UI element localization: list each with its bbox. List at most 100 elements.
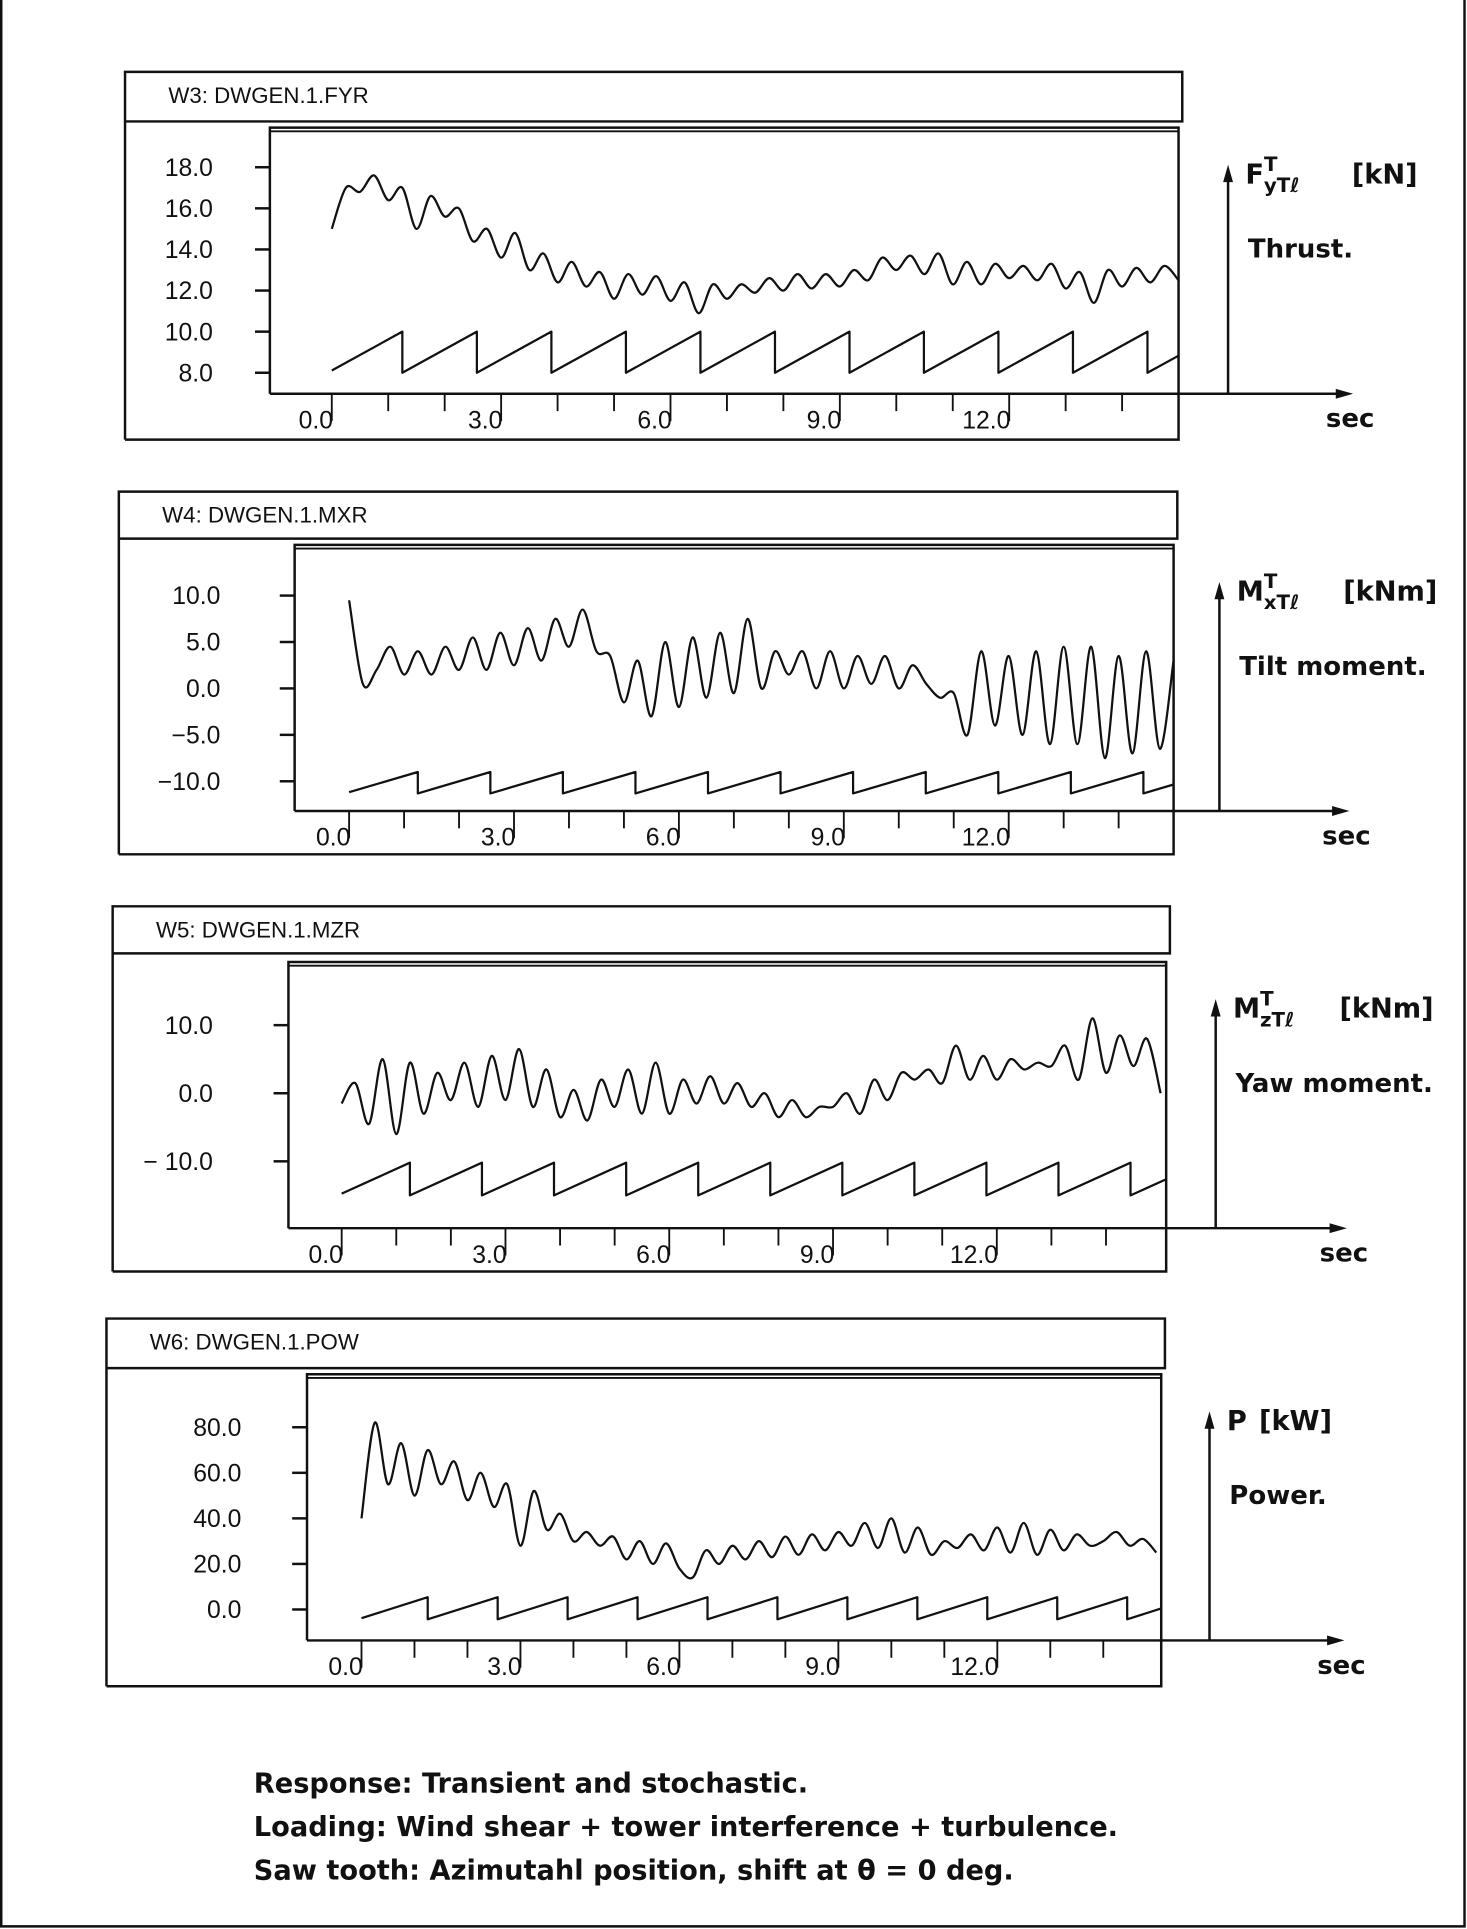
panel-title: W3: DWGEN.1.FYR xyxy=(168,83,368,108)
panel-header-box xyxy=(111,905,1172,1272)
axis-arrow-up-icon xyxy=(1210,999,1221,1017)
y-tick-label: 14.0 xyxy=(165,237,213,264)
quantity-superscript: T xyxy=(1264,153,1278,176)
chart-panel: W5: DWGEN.1.MZR sec MT zTℓ [kNm] Yaw moment. 1… xyxy=(111,905,1434,1273)
quantity-description: Yaw moment. xyxy=(1234,1069,1432,1099)
y-tick-label: 0.0 xyxy=(186,676,220,703)
response-line xyxy=(348,600,1175,760)
y-tick-label: −5.0 xyxy=(171,723,220,750)
chart-panel: W4: DWGEN.1.MXR sec MT xTℓ [kNm] Tilt moment.… xyxy=(117,490,1437,856)
plot-frame xyxy=(118,543,1175,856)
x-tick-label: 6.0 xyxy=(646,1654,680,1681)
sawtooth-azimuth-line xyxy=(331,330,1180,374)
quantity-subscript: xTℓ xyxy=(1264,591,1300,614)
caption-line: Loading: Wind shear + tower interference… xyxy=(254,1812,1118,1843)
response-line xyxy=(360,1421,1158,1580)
quantity-description: Thrust. xyxy=(1248,235,1353,265)
x-tick-label: 9.0 xyxy=(805,1654,839,1681)
y-tick-label: − 10.0 xyxy=(143,1149,213,1176)
y-tick-label: 20.0 xyxy=(193,1552,241,1579)
quantity-description: Power. xyxy=(1229,1481,1327,1511)
quantity-subscript: yTℓ xyxy=(1264,174,1300,197)
x-tick-label: 3.0 xyxy=(472,1242,506,1269)
panel-header-box xyxy=(117,490,1179,855)
quantity-symbol: FT yTℓ xyxy=(1245,153,1299,197)
plot-frame xyxy=(112,960,1168,1273)
x-tick-label: 9.0 xyxy=(807,407,841,434)
x-tick-label: 0.0 xyxy=(299,407,333,434)
caption-line: Response: Transient and stochastic. xyxy=(254,1769,808,1800)
plot-frame xyxy=(106,1373,1163,1688)
quantity-unit: [kNm] xyxy=(1339,994,1433,1025)
y-tick-label: 0.0 xyxy=(207,1597,241,1624)
panel-header-box xyxy=(123,70,1184,440)
y-tick-label: 8.0 xyxy=(179,360,213,387)
x-axis-label: sec xyxy=(1317,1651,1366,1681)
quantity-letter: P xyxy=(1227,1406,1247,1437)
panel-header-box xyxy=(105,1317,1167,1687)
quantity-letter: M xyxy=(1233,994,1260,1025)
y-tick-label: 10.0 xyxy=(165,319,213,346)
x-axis-label: sec xyxy=(1322,821,1370,851)
response-line xyxy=(330,174,1180,315)
sawtooth-azimuth-line xyxy=(361,1596,1162,1621)
quantity-symbol: MT zTℓ xyxy=(1233,987,1294,1031)
x-axis-label: sec xyxy=(1326,404,1375,434)
quantity-letter: M xyxy=(1237,577,1264,608)
panel-title: W5: DWGEN.1.MZR xyxy=(156,917,360,942)
quantity-unit: [kNm] xyxy=(1343,577,1437,608)
x-tick-label: 3.0 xyxy=(487,1654,521,1681)
x-axis-label: sec xyxy=(1320,1239,1369,1269)
x-tick-label: 12.0 xyxy=(962,407,1010,434)
quantity-description: Tilt moment. xyxy=(1239,652,1426,682)
y-tick-label: 10.0 xyxy=(172,583,220,610)
x-tick-label: 12.0 xyxy=(950,1242,998,1269)
x-tick-label: 12.0 xyxy=(962,825,1010,852)
panel-title: W6: DWGEN.1.POW xyxy=(150,1330,359,1355)
sawtooth-azimuth-line xyxy=(341,1161,1167,1197)
x-tick-label: 3.0 xyxy=(468,407,502,434)
axis-arrow-right-icon xyxy=(1329,1223,1347,1234)
quantity-subscript: zTℓ xyxy=(1260,1008,1294,1031)
x-tick-label: 0.0 xyxy=(309,1242,343,1269)
sawtooth-azimuth-line xyxy=(348,770,1174,795)
caption: Response: Transient and stochastic. Load… xyxy=(254,1769,1118,1887)
x-tick-label: 9.0 xyxy=(800,1242,834,1269)
x-tick-label: 6.0 xyxy=(637,407,671,434)
axis-arrow-right-icon xyxy=(1332,806,1350,816)
x-tick-label: 0.0 xyxy=(316,825,350,852)
axis-arrow-right-icon xyxy=(1327,1635,1345,1646)
panel-title: W4: DWGEN.1.MXR xyxy=(162,503,367,528)
quantity-superscript: T xyxy=(1264,570,1278,593)
quantity-symbol: MT xTℓ xyxy=(1237,570,1300,614)
y-tick-label: 12.0 xyxy=(165,278,213,305)
caption-line: Saw tooth: Azimutahl position, shift at … xyxy=(254,1855,1014,1886)
x-tick-label: 6.0 xyxy=(636,1242,670,1269)
axis-arrow-up-icon xyxy=(1214,581,1225,600)
y-tick-label: 10.0 xyxy=(165,1013,213,1040)
x-tick-label: 12.0 xyxy=(950,1654,998,1681)
x-tick-label: 0.0 xyxy=(328,1654,362,1681)
x-tick-label: 9.0 xyxy=(811,825,845,852)
quantity-unit: [kW] xyxy=(1259,1406,1332,1437)
quantity-superscript: T xyxy=(1260,987,1274,1010)
y-tick-label: −10.0 xyxy=(158,769,221,796)
y-tick-label: 16.0 xyxy=(165,196,213,223)
y-tick-label: 80.0 xyxy=(193,1415,241,1442)
y-tick-label: 60.0 xyxy=(193,1460,241,1487)
axis-arrow-up-icon xyxy=(1223,164,1234,183)
x-tick-label: 6.0 xyxy=(646,825,680,852)
plot-frame xyxy=(125,126,1180,441)
chart-panel: W3: DWGEN.1.FYR sec FT yTℓ [kN] Thrust. 18.0 16… xyxy=(123,70,1418,441)
quantity-letter: F xyxy=(1245,159,1264,190)
response-line xyxy=(340,1017,1162,1136)
quantity-unit: [kN] xyxy=(1352,159,1418,190)
chart-panel: W6: DWGEN.1.POW sec P [kW] Power. 80.0 60.0 40.… xyxy=(105,1317,1366,1688)
x-tick-label: 3.0 xyxy=(481,825,515,852)
quantity-symbol: P xyxy=(1227,1406,1247,1437)
axis-arrow-up-icon xyxy=(1204,1411,1215,1429)
